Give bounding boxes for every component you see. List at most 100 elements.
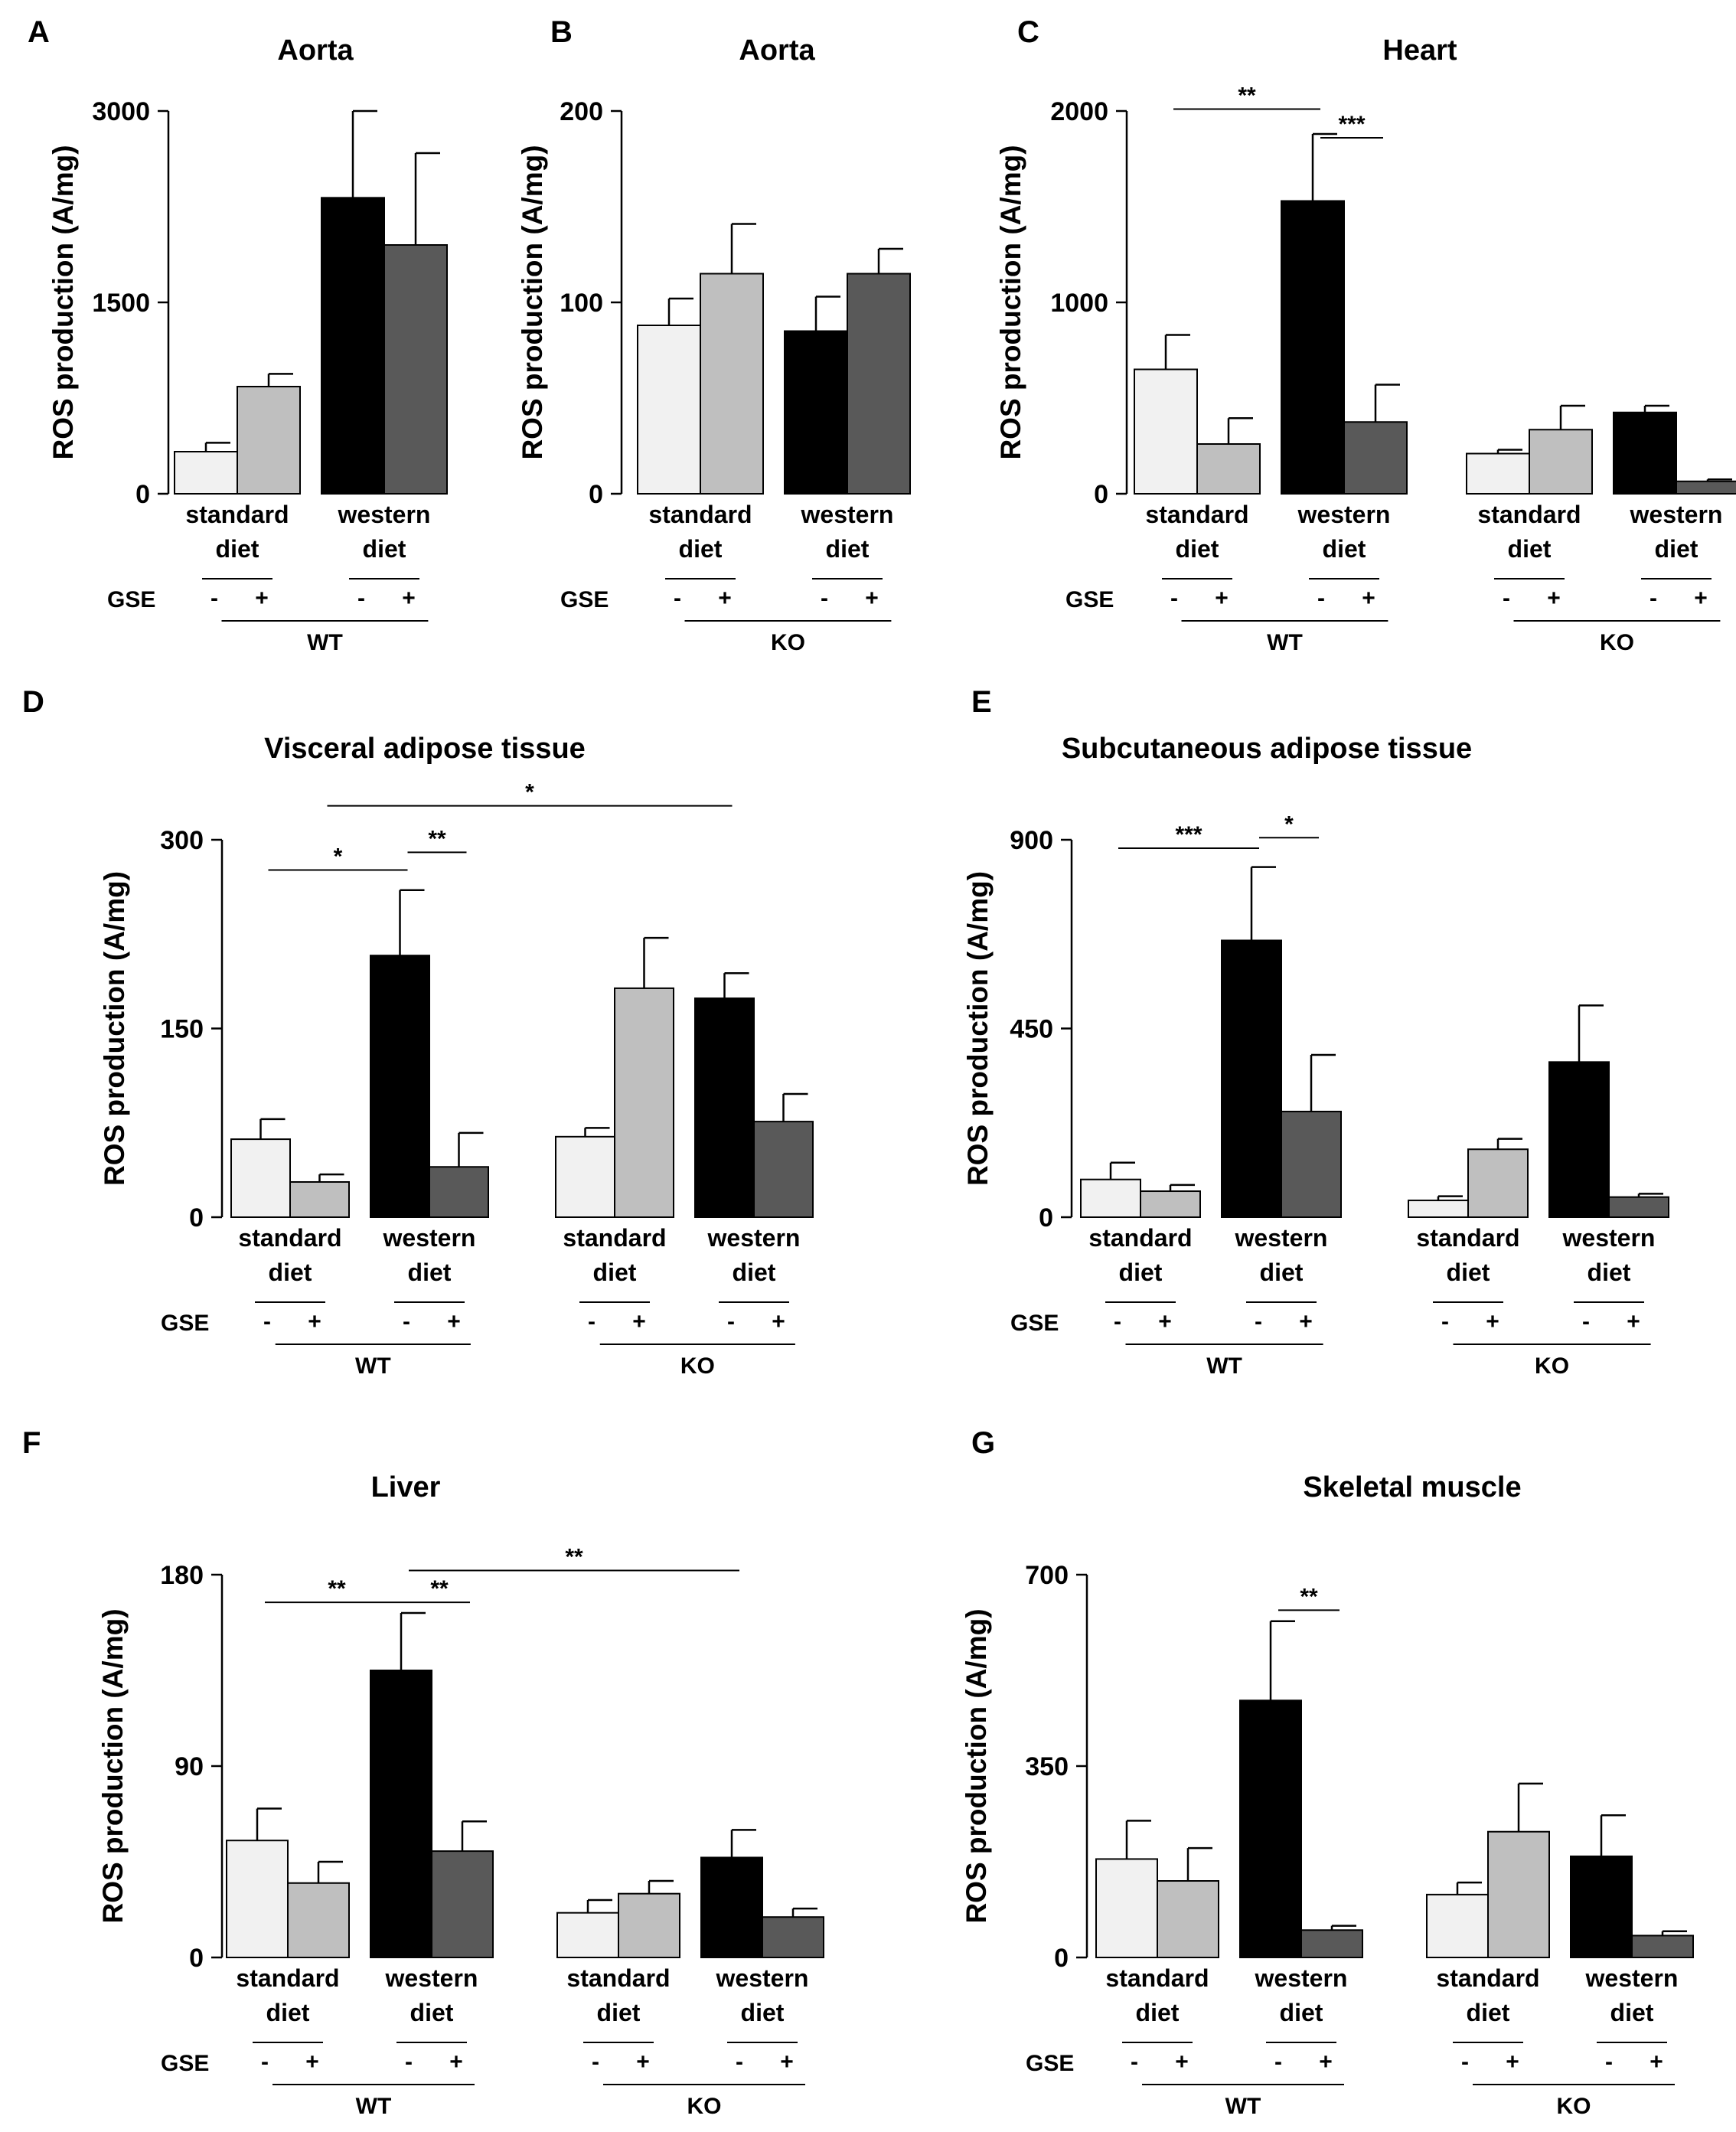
panel-title: Heart [1382, 34, 1457, 67]
y-tick-label: 1000 [1050, 289, 1108, 318]
diet-label: diet [679, 535, 723, 563]
significance-label: ** [565, 1544, 583, 1569]
panel-letter: E [971, 685, 992, 719]
panel-letter: G [971, 1426, 995, 1460]
standard-label: standard [238, 1224, 341, 1252]
bar [1221, 939, 1282, 1218]
bar [1466, 452, 1530, 495]
bar [321, 197, 385, 495]
panel-letter: C [1017, 15, 1039, 49]
bar [1095, 1858, 1158, 1958]
bar [226, 1840, 289, 1958]
diet-label: diet [1176, 535, 1219, 563]
y-tick-label: 700 [1025, 1561, 1069, 1590]
panel-a: A Aorta 0 1500 3000 ROS production (A/mg) stan… [28, 15, 448, 655]
diet-label: diet [733, 1259, 776, 1286]
gse-plus: + [772, 1309, 785, 1334]
diet-label: diet [408, 1259, 452, 1286]
gse-plus: + [402, 586, 416, 611]
western-label: western [1297, 501, 1391, 528]
significance-label: * [1284, 811, 1294, 837]
y-tick-label: 0 [1054, 1944, 1069, 1973]
significance-label: * [525, 780, 534, 805]
panel-title: Subcutaneous adipose tissue [1062, 733, 1472, 765]
bar [431, 1850, 494, 1958]
diet-label: diet [1447, 1259, 1490, 1286]
gse-minus: - [588, 1309, 596, 1334]
gse-label: GSE [1010, 1311, 1059, 1336]
western-label: western [1562, 1224, 1656, 1252]
panel-g: G Skeletal muscle 0 350 700 ROS production (A… [961, 1426, 1694, 2119]
gse-minus: - [1255, 1309, 1262, 1334]
bar [1426, 1893, 1489, 1959]
standard-label: standard [563, 1224, 666, 1252]
gse-plus: + [1215, 586, 1229, 611]
gse-plus: + [636, 2049, 650, 2075]
bar [1080, 1178, 1141, 1218]
bar [1134, 368, 1198, 495]
gse-minus: - [1317, 586, 1325, 611]
gse-plus: + [718, 586, 732, 611]
gse-plus: + [449, 2049, 463, 2075]
bar [556, 1912, 619, 1959]
y-tick-label: 100 [560, 289, 603, 318]
bar [762, 1916, 824, 1958]
diet-label: diet [410, 1999, 454, 2026]
y-tick-label: 450 [1010, 1015, 1053, 1044]
bar [618, 1892, 680, 1959]
diet-label: diet [216, 535, 259, 563]
panel-title: Skeletal muscle [1303, 1471, 1521, 1504]
gse-plus: + [632, 1309, 646, 1334]
diet-label: diet [1467, 1999, 1510, 2026]
diet-label: diet [1588, 1259, 1631, 1286]
western-label: western [707, 1224, 801, 1252]
gse-minus: - [727, 1309, 735, 1334]
bar [555, 1135, 615, 1218]
gse-plus: + [1506, 2049, 1519, 2075]
y-tick-label: 0 [135, 480, 150, 509]
significance-label: * [334, 844, 343, 869]
gse-minus: - [357, 586, 365, 611]
bar [1300, 1929, 1363, 1958]
gse-plus: + [1362, 586, 1375, 611]
gse-minus: - [736, 2049, 743, 2075]
diet-label: diet [269, 1259, 312, 1286]
gse-label: GSE [560, 587, 609, 612]
standard-label: standard [1477, 501, 1581, 528]
panel-title: Liver [371, 1471, 441, 1504]
significance-label: ** [1300, 1584, 1318, 1609]
standard-label: standard [648, 501, 752, 528]
y-tick-label: 0 [189, 1944, 204, 1973]
y-axis-label: ROS production (A/mg) [961, 1608, 992, 1923]
genotype-label: KO [680, 1353, 715, 1379]
y-axis-label: ROS production (A/mg) [517, 145, 548, 459]
gse-minus: - [261, 2049, 269, 2075]
y-tick-label: 900 [1010, 826, 1053, 855]
standard-label: standard [1416, 1224, 1519, 1252]
gse-minus: - [263, 1309, 271, 1334]
gse-label: GSE [161, 2051, 209, 2076]
y-axis-label: ROS production (A/mg) [995, 145, 1026, 459]
gse-minus: - [1170, 586, 1178, 611]
bar [1613, 411, 1677, 495]
y-tick-label: 180 [160, 1561, 204, 1590]
significance-label: ** [328, 1576, 346, 1601]
diet-label: diet [1260, 1259, 1304, 1286]
panel-letter: D [22, 685, 44, 719]
gse-minus: - [1274, 2049, 1282, 2075]
bar [847, 273, 911, 495]
gse-minus: - [1503, 586, 1510, 611]
gse-minus: - [1461, 2049, 1469, 2075]
bar [614, 987, 674, 1218]
bar [1281, 1110, 1342, 1218]
gse-minus: - [403, 1309, 410, 1334]
bar [753, 1121, 814, 1219]
y-tick-label: 0 [1039, 1203, 1053, 1233]
y-tick-label: 150 [160, 1015, 204, 1044]
panel-letter: F [22, 1426, 41, 1460]
genotype-label: WT [356, 2094, 392, 2119]
gse-plus: + [1627, 1309, 1640, 1334]
diet-label: diet [1280, 1999, 1323, 2026]
gse-minus: - [1131, 2049, 1138, 2075]
